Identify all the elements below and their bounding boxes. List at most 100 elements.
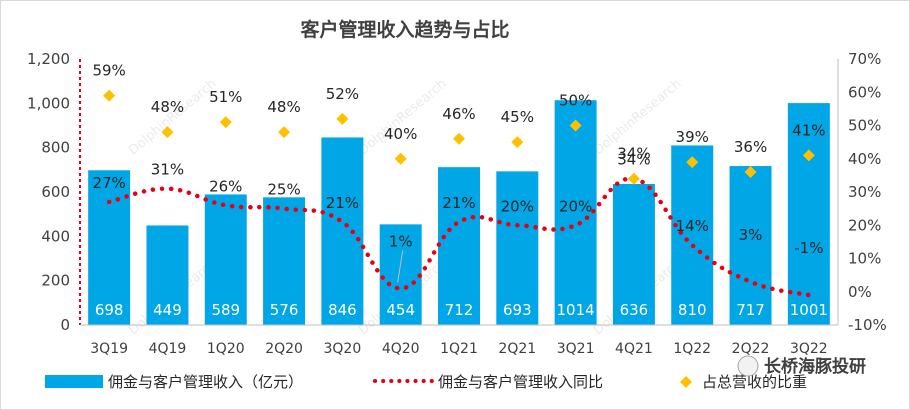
share-diamond	[453, 132, 465, 145]
bar	[787, 103, 830, 325]
yoy-value-label: 20%	[559, 197, 592, 215]
yoy-value-label: 31%	[151, 161, 184, 179]
yoy-value-label: 3%	[739, 226, 763, 244]
legend-swatch-bar	[45, 375, 103, 388]
bar-value-label: 712	[445, 301, 474, 319]
yoy-value-label: 14%	[676, 217, 709, 235]
bar	[554, 100, 597, 325]
x-axis-tick: 2Q21	[498, 341, 536, 357]
legend-swatch-diamond	[680, 376, 692, 388]
legend-label-diamond: 占总营收的比重	[702, 373, 807, 391]
bar-value-label: 693	[503, 301, 532, 319]
share-diamond	[219, 116, 232, 129]
share-value-label: 48%	[267, 98, 300, 116]
x-axis-tick: 1Q22	[673, 341, 711, 357]
share-diamond	[686, 156, 699, 169]
share-value-label: 40%	[384, 125, 417, 143]
share-value-label: 59%	[92, 62, 125, 80]
x-axis-tick: 3Q19	[90, 341, 128, 357]
share-diamond	[569, 119, 582, 132]
left-axis: 0 200 400 600 800 1,000 1,200	[27, 50, 81, 334]
yoy-value-label: 27%	[92, 174, 125, 192]
bar-labels: 698 449 589 576 846 454 712 693 1014 636 810 717 100…	[95, 301, 828, 319]
legend: 佣金与客户管理收入（亿元） 佣金与客户管理收入同比 占总营收的比重	[45, 373, 807, 391]
left-axis-tick: 0	[60, 316, 70, 334]
share-value-label: 50%	[559, 92, 592, 110]
x-axis: 3Q19 4Q19 1Q20 2Q20 3Q20 4Q20 1Q21 2Q21 3Q21 4Q21…	[80, 324, 838, 357]
bar	[496, 171, 539, 325]
yoy-value-label: 21%	[442, 194, 475, 212]
yoy-value-label: 20%	[501, 197, 534, 215]
x-axis-tick: 4Q20	[382, 341, 420, 357]
left-axis-tick: 1,200	[27, 50, 70, 68]
right-axis: -10% 0% 10% 20% 30% 40% 50% 60% 70%	[837, 50, 887, 334]
share-diamond	[744, 166, 757, 179]
share-diamond	[336, 112, 349, 125]
yoy-value-label: 21%	[326, 194, 359, 212]
share-value-label: 52%	[326, 85, 359, 103]
bar	[146, 225, 189, 325]
bar-value-label: 1001	[790, 301, 828, 319]
share-value-label: 48%	[151, 98, 184, 116]
share-diamond	[394, 152, 407, 165]
right-axis-tick: 20%	[848, 216, 881, 234]
share-value-label: 34%	[617, 145, 650, 163]
bar-value-label: 576	[270, 301, 299, 319]
share-labels: 59% 48% 51% 48% 52% 40% 46% 45% 50% 34% 39% 36% 41%	[92, 62, 825, 163]
x-axis-tick: 2Q22	[732, 341, 770, 357]
bar-value-label: 636	[620, 301, 649, 319]
share-diamond	[627, 172, 640, 185]
x-axis-tick: 3Q20	[324, 341, 362, 357]
bar	[88, 170, 131, 325]
share-value-label: 39%	[676, 128, 709, 146]
bar	[612, 184, 655, 325]
bar-value-label: 717	[736, 301, 765, 319]
x-axis-tick: 4Q21	[615, 341, 653, 357]
share-value-label: 36%	[734, 138, 767, 156]
share-diamond	[802, 149, 815, 162]
left-axis-tick: 1,000	[27, 94, 70, 112]
brand-name: 长桥海豚投研	[764, 356, 866, 377]
right-axis-tick: 70%	[848, 50, 881, 68]
bar-value-label: 810	[678, 301, 707, 319]
bar-value-label: 698	[95, 301, 124, 319]
yoy-series	[106, 176, 812, 298]
bar-value-label: 589	[211, 301, 240, 319]
left-axis-tick: 600	[41, 183, 70, 201]
bar	[204, 194, 247, 325]
right-axis-tick: 0%	[848, 283, 872, 301]
bar	[438, 167, 480, 325]
bar	[729, 166, 772, 325]
yoy-label-leader	[397, 250, 404, 283]
bar-value-label: 846	[328, 301, 357, 319]
share-series	[103, 89, 815, 185]
right-axis-tick: 40%	[848, 150, 881, 168]
yoy-value-label: 25%	[267, 181, 300, 199]
brand-icon	[737, 355, 759, 377]
yoy-value-label: -1%	[794, 239, 823, 257]
right-axis-tick: 60%	[848, 83, 881, 101]
bar	[263, 197, 306, 325]
x-axis-tick: 1Q21	[440, 341, 478, 357]
yoy-labels: 27% 31% 26% 25% 21% 1% 21% 20% 20% 34% 14% 3% -1%	[92, 151, 823, 283]
share-value-label: 51%	[209, 88, 242, 106]
x-axis-tick: 3Q22	[790, 341, 828, 357]
yoy-value-label: 34%	[617, 151, 650, 169]
bar-value-label: 449	[153, 301, 182, 319]
bar	[671, 145, 714, 325]
share-diamond	[511, 136, 524, 149]
right-axis-tick: 10%	[848, 250, 881, 268]
yoy-value-label: 26%	[209, 177, 242, 195]
share-diamond	[103, 89, 116, 102]
right-axis-tick: -10%	[848, 316, 887, 334]
x-axis-tick: 3Q21	[557, 341, 595, 357]
legend-label-line: 佣金与客户管理收入同比	[438, 373, 603, 391]
left-axis-tick: 400	[41, 227, 70, 245]
chart-title: 客户管理收入趋势与占比	[300, 18, 509, 41]
bar-series	[88, 100, 830, 325]
x-axis-tick: 2Q20	[265, 341, 303, 357]
legend-label-bar: 佣金与客户管理收入（亿元）	[108, 373, 303, 391]
left-axis-tick: 800	[41, 139, 70, 157]
